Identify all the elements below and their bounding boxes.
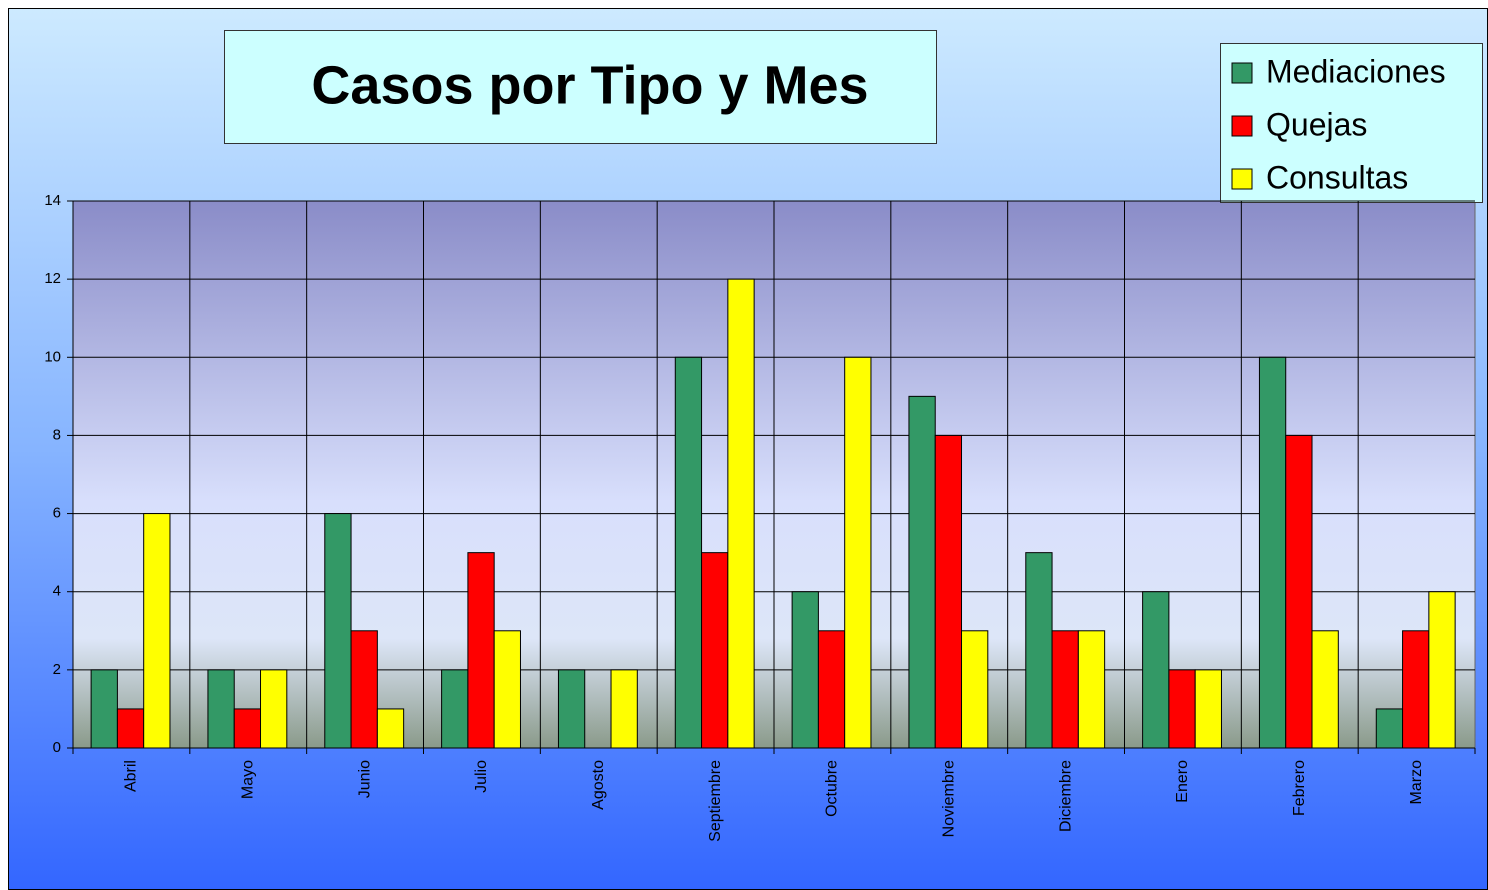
bar xyxy=(441,669,469,749)
x-tick-label: Marzo xyxy=(1408,760,1425,805)
bar xyxy=(1285,434,1313,749)
bar xyxy=(1142,591,1170,749)
y-tick-label: 12 xyxy=(44,270,61,287)
legend-label: Mediaciones xyxy=(1266,53,1446,89)
bar xyxy=(1428,591,1456,749)
bar xyxy=(701,552,729,749)
bar xyxy=(961,630,989,749)
bar xyxy=(207,669,235,749)
bar xyxy=(90,669,118,749)
bar xyxy=(1311,630,1339,749)
y-tick-label: 10 xyxy=(44,348,61,365)
bar xyxy=(934,434,963,749)
bar xyxy=(233,708,262,749)
y-tick-label: 4 xyxy=(53,583,61,600)
bar xyxy=(817,630,846,749)
bar xyxy=(610,669,638,749)
chart-title: Casos por Tipo y Mes xyxy=(311,55,868,115)
bar xyxy=(908,395,936,749)
title-box xyxy=(224,30,937,144)
x-tick-label: Julio xyxy=(473,760,490,793)
y-tick-label: 2 xyxy=(53,661,61,678)
bar xyxy=(1168,669,1196,749)
bar xyxy=(376,708,405,749)
x-tick-label: Agosto xyxy=(590,760,607,810)
bar xyxy=(1375,708,1404,749)
y-tick-label: 0 xyxy=(53,739,61,756)
x-tick-label: Junio xyxy=(356,760,373,798)
legend xyxy=(1220,43,1483,203)
bar xyxy=(1194,669,1222,749)
y-tick-label: 8 xyxy=(53,426,61,443)
bar xyxy=(557,669,586,749)
x-tick-label: Diciembre xyxy=(1057,760,1074,832)
x-tick-label: Noviembre xyxy=(940,760,957,837)
bar xyxy=(467,552,495,749)
bar xyxy=(1258,356,1287,749)
x-tick-label: Abril xyxy=(123,760,140,792)
bar xyxy=(260,669,288,749)
bar xyxy=(324,513,352,749)
legend-label: Consultas xyxy=(1266,159,1408,195)
bar xyxy=(844,356,872,749)
x-tick-label: Febrero xyxy=(1291,760,1308,816)
bar xyxy=(350,630,378,749)
bar xyxy=(1025,552,1053,749)
bar xyxy=(1051,630,1079,749)
bar xyxy=(143,513,171,749)
bar xyxy=(116,708,145,749)
bar xyxy=(1077,630,1106,749)
bar xyxy=(791,591,819,749)
x-tick-label: Septiembre xyxy=(707,760,724,842)
y-tick-label: 6 xyxy=(53,505,61,522)
legend-swatch xyxy=(1231,168,1253,190)
bar xyxy=(727,278,755,749)
legend-label: Quejas xyxy=(1266,106,1367,142)
x-tick-label: Enero xyxy=(1174,760,1191,803)
legend-swatch xyxy=(1231,62,1253,84)
x-tick-label: Mayo xyxy=(239,760,256,799)
bar xyxy=(1402,630,1430,749)
y-tick-label: 14 xyxy=(44,192,61,209)
bar xyxy=(674,356,703,749)
legend-swatch xyxy=(1231,115,1253,137)
bar xyxy=(493,630,521,749)
x-tick-label: Octubre xyxy=(824,760,841,817)
